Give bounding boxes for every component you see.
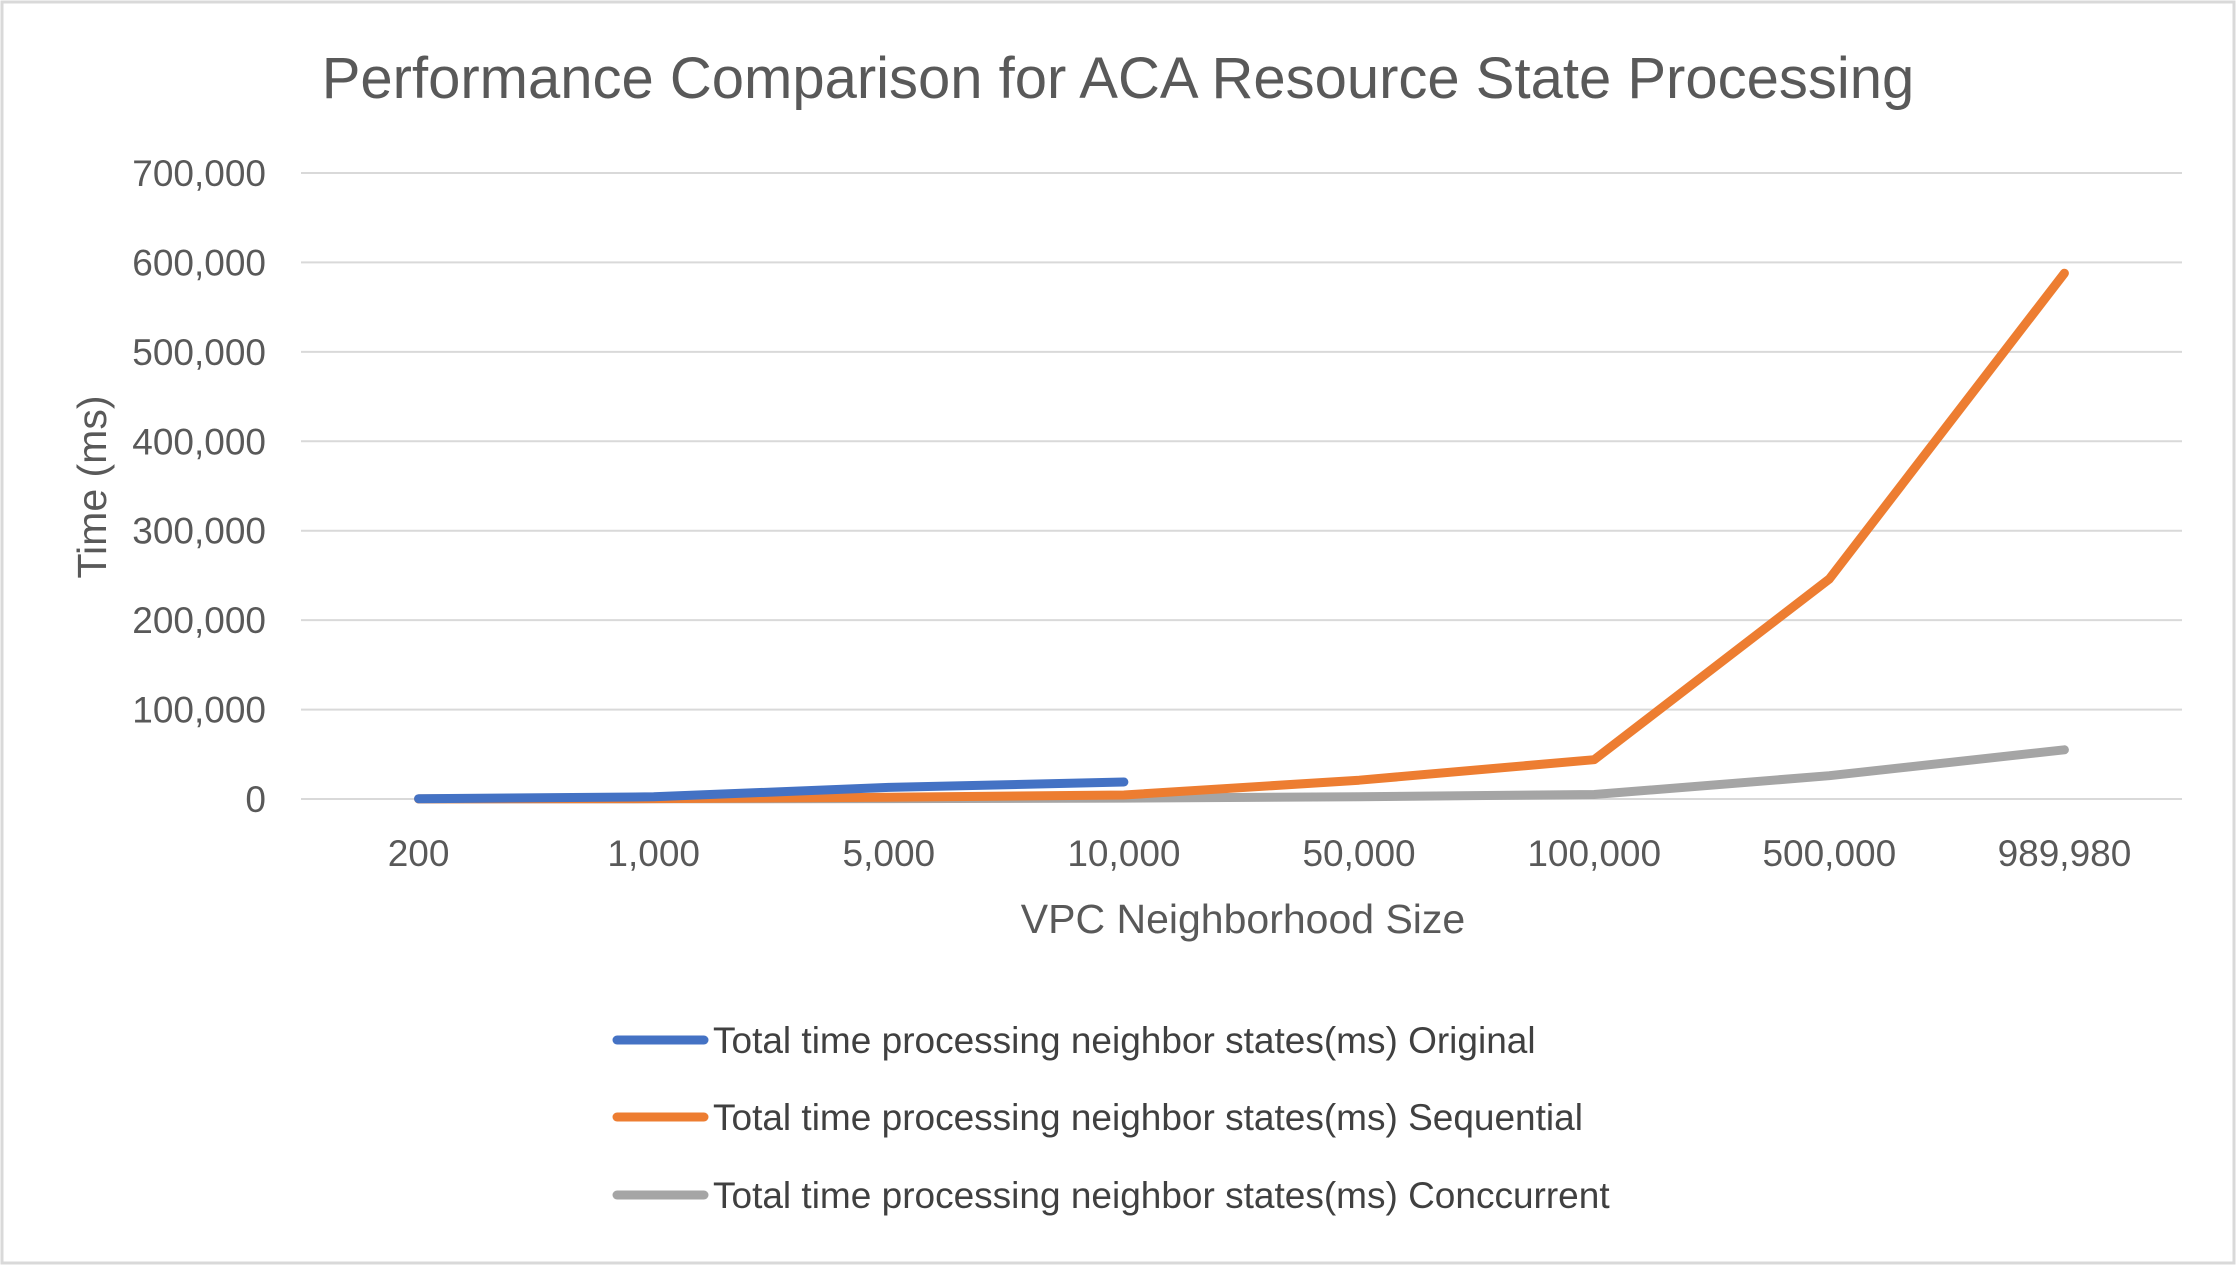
y-tick-label: 600,000 xyxy=(132,242,266,283)
y-axis-ticks: 0 100,000 200,000 300,000 400,000 500,000 600,… xyxy=(132,153,266,820)
y-tick-label: 200,000 xyxy=(132,600,266,641)
y-tick-label: 700,000 xyxy=(132,153,266,194)
y-axis-title: Time (ms) xyxy=(69,396,115,579)
legend-label: Total time processing neighbor states(ms… xyxy=(713,1097,1583,1138)
x-tick-label: 50,000 xyxy=(1302,833,1415,874)
y-tick-label: 500,000 xyxy=(132,332,266,373)
x-axis-title: VPC Neighborhood Size xyxy=(1021,896,1465,942)
series-line xyxy=(414,777,1129,804)
legend-label: Total time processing neighbor states(ms… xyxy=(713,1020,1536,1061)
legend: Total time processing neighbor states(ms… xyxy=(612,1020,1610,1216)
y-tick-label: 300,000 xyxy=(132,511,266,552)
chart-title: Performance Comparison for ACA Resource … xyxy=(322,46,1915,111)
x-tick-label: 100,000 xyxy=(1527,833,1661,874)
x-tick-label: 200 xyxy=(388,833,450,874)
y-tick-label: 400,000 xyxy=(132,421,266,462)
x-tick-label: 10,000 xyxy=(1067,833,1180,874)
x-tick-label: 500,000 xyxy=(1762,833,1896,874)
legend-label: Total time processing neighbor states(ms… xyxy=(713,1175,1610,1216)
x-tick-label: 5,000 xyxy=(843,833,936,874)
gridlines xyxy=(301,172,2182,800)
series-lines xyxy=(414,268,2069,804)
x-tick-label: 989,980 xyxy=(1998,833,2132,874)
y-tick-label: 0 xyxy=(245,779,266,820)
x-axis-ticks: 200 1,000 5,000 10,000 50,000 100,000 500,000 9… xyxy=(388,833,2132,874)
y-tick-label: 100,000 xyxy=(132,690,266,731)
x-tick-label: 1,000 xyxy=(607,833,700,874)
